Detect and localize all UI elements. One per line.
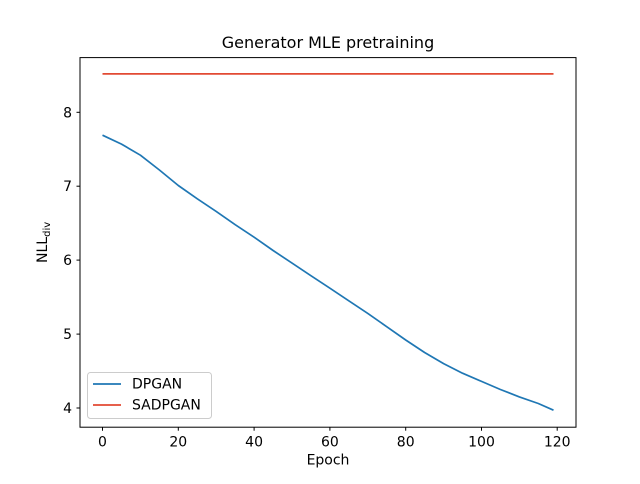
x-axis-ticks: 0 20 40 60 80 100 120	[98, 427, 571, 451]
y-axis-ticks: 4 5 6 7 8	[63, 105, 80, 417]
legend-label-dpgan: DPGAN	[132, 377, 182, 393]
x-tick-label: 80	[397, 435, 415, 451]
y-axis-label-main: NLL	[35, 237, 51, 263]
chart-title: Generator MLE pretraining	[222, 33, 434, 52]
legend: DPGAN SADPGAN	[87, 372, 212, 419]
y-tick-label: 7	[63, 179, 72, 195]
dpgan-line	[102, 134, 554, 411]
legend-label-sadpgan: SADPGAN	[132, 398, 201, 414]
x-tick-label: 0	[98, 435, 107, 451]
y-axis-label-subscript: div	[42, 222, 53, 237]
x-tick-label: 100	[468, 435, 495, 451]
x-tick-label: 40	[245, 435, 263, 451]
y-tick-label: 8	[63, 105, 72, 121]
x-axis-label: Epoch	[307, 453, 350, 469]
plot-border	[79, 57, 577, 428]
y-tick-label: 6	[63, 253, 72, 269]
x-tick-label: 60	[321, 435, 339, 451]
x-tick-label: 20	[169, 435, 187, 451]
x-tick-label: 120	[544, 435, 571, 451]
y-axis-label: NLLdiv	[35, 222, 53, 263]
y-tick-label: 4	[63, 401, 72, 417]
y-tick-label: 5	[63, 327, 72, 343]
